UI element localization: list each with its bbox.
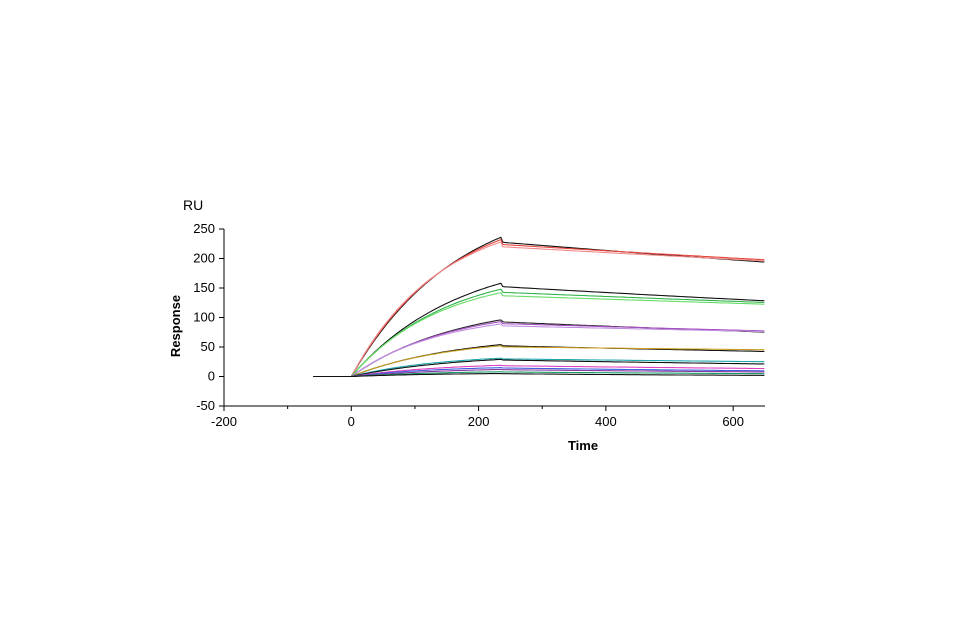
series-line [313, 367, 765, 378]
x-tick-label: 200 [468, 414, 490, 429]
y-tick-label: -50 [196, 398, 215, 413]
x-tick-label: 0 [348, 414, 355, 429]
series-line [313, 371, 765, 378]
y-tick-label: 0 [208, 369, 215, 384]
series-line [313, 373, 765, 378]
y-tick-label: 250 [193, 221, 215, 236]
x-tick-label: -200 [211, 414, 237, 429]
series-line [313, 292, 765, 378]
x-axis-title: Time [568, 438, 598, 453]
series-line [313, 345, 765, 378]
series-line [313, 364, 765, 378]
series-line [313, 282, 765, 378]
series-line [313, 368, 765, 378]
y-tick-label: 50 [201, 339, 215, 354]
y-axis-title: Response [168, 295, 183, 357]
series-line [313, 241, 765, 378]
x-tick-label: 600 [722, 414, 744, 429]
series-line [313, 236, 765, 378]
series-line [313, 357, 765, 378]
y-tick-label: 100 [193, 310, 215, 325]
series-layer [313, 236, 765, 378]
axes: -50 0 50 100 150 200 250 -200 0 200 400 600 [193, 221, 765, 429]
x-tick-label: 400 [595, 414, 617, 429]
series-line [313, 238, 765, 378]
y-tick-label: 150 [193, 280, 215, 295]
y-unit-label: RU [183, 197, 203, 213]
series-line [313, 323, 765, 378]
series-line [313, 358, 765, 378]
y-tick-label: 200 [193, 251, 215, 266]
